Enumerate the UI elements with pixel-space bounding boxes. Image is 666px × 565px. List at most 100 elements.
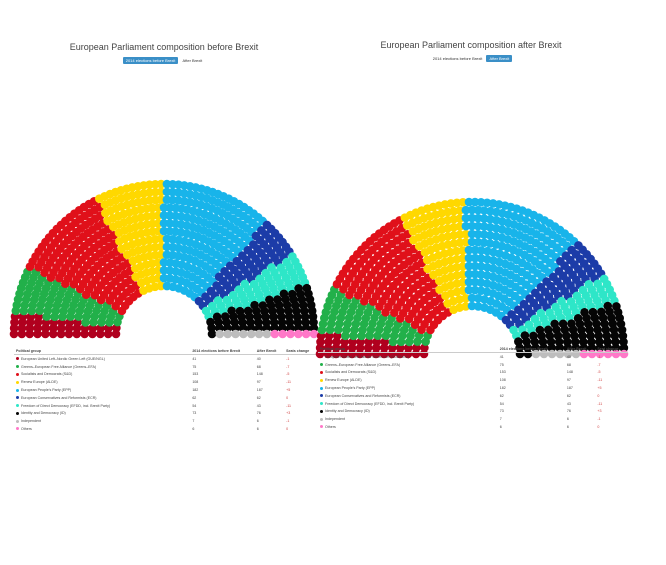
group-cell: European Conservatives and Reformists (E… [14, 394, 190, 402]
group-cell: Greens–European Free Alliance (Greens–EF… [318, 361, 498, 369]
after-value: 76 [566, 409, 571, 414]
after-value: 76 [256, 411, 261, 416]
group-cell: European United Left–Nordic Green Left (… [14, 355, 190, 363]
seat-dot [223, 329, 232, 339]
before-value: 73 [499, 409, 504, 414]
table-row: Independent 7 6 -1 [14, 417, 318, 425]
after-value: 187 [566, 386, 573, 391]
seat-dot [464, 285, 474, 295]
seat-dot [458, 246, 468, 255]
before-value: 6 [192, 426, 195, 431]
seat-dot [470, 197, 480, 207]
col-political-group: Political group [14, 348, 191, 355]
table-row: European United Left–Nordic Green Left (… [14, 355, 318, 363]
after-value: 40 [566, 354, 571, 359]
seat-dot [461, 302, 471, 311]
seat-dot [458, 262, 468, 271]
after-value: 187 [256, 388, 263, 393]
seat-dot [467, 301, 477, 311]
toggle-before-brexit[interactable]: 2014 elections before Brexit [432, 56, 483, 61]
chart-after-brexit: European Parliament composition after Br… [312, 34, 630, 464]
legend-swatch [16, 380, 19, 384]
group-cell: European Conservatives and Reformists (E… [318, 392, 498, 400]
group-cell: European People's Party (EPP) [318, 384, 498, 392]
group-cell: European United Left–Nordic Green Left (… [318, 353, 498, 361]
seat-dot [470, 269, 480, 279]
after-value: 43 [566, 401, 571, 406]
col-change: Seats change [284, 348, 318, 355]
seat-dot [156, 281, 166, 291]
legend-swatch [320, 409, 323, 413]
change-value: 0 [597, 424, 600, 429]
group-name: Identity and Democracy (ID) [21, 411, 66, 416]
table-row: European People's Party (EPP) 182 187 +5 [14, 386, 318, 394]
group-name: European Conservatives and Reformists (E… [21, 395, 97, 400]
seat-dot [464, 197, 474, 207]
change-value: -5 [286, 372, 290, 377]
group-name: Greens–European Free Alliance (Greens–EF… [325, 362, 401, 367]
hemicycle [315, 197, 629, 359]
after-value: 40 [256, 356, 261, 361]
legend-swatch [320, 371, 323, 374]
chart-title: European Parliament composition before B… [69, 42, 259, 52]
seat-dot [470, 253, 480, 263]
change-value: -1 [597, 354, 601, 359]
seat-dot [231, 329, 240, 339]
hemicycle [9, 179, 319, 339]
group-cell: Identity and Democracy (ID) [14, 409, 190, 417]
after-value: 43 [256, 403, 261, 408]
seat-dot [301, 329, 311, 339]
after-value: 148 [566, 370, 573, 375]
seat-dot [467, 205, 477, 215]
seat-dot [611, 337, 620, 347]
change-value: 0 [286, 426, 289, 431]
seat-dot [286, 329, 295, 339]
after-value: 62 [256, 395, 261, 400]
change-value: -1 [597, 417, 601, 422]
before-value: 41 [499, 354, 504, 359]
seat-dot [461, 229, 471, 239]
col-before: 2014 elections before Brexit [190, 348, 255, 355]
after-value: 6 [566, 417, 569, 422]
col-after: After Brexit [254, 348, 285, 355]
legend-swatch [16, 404, 19, 408]
group-name: European United Left–Nordic Green Left (… [21, 356, 105, 361]
table-row: Freedom of Direct Democracy (EFDD, incl.… [318, 400, 628, 408]
group-cell: European People's Party (EPP) [14, 386, 190, 394]
before-value: 73 [192, 411, 197, 416]
col-after: After Brexit [564, 346, 596, 353]
table-row: European Conservatives and Reformists (E… [318, 392, 628, 400]
table-row: Socialists and Democrats (S&D) 153 148 -5 [14, 371, 318, 379]
before-value: 108 [499, 378, 506, 383]
before-value: 182 [192, 388, 199, 393]
toggle-before-brexit[interactable]: 2014 elections before Brexit [122, 57, 179, 64]
toggle-after-brexit[interactable]: After Brexit [182, 58, 203, 63]
seat-dot [603, 337, 612, 347]
table-row: Others 6 6 0 [14, 425, 318, 433]
before-value: 7 [499, 417, 502, 422]
table-row: Greens–European Free Alliance (Greens–EF… [14, 363, 318, 371]
group-cell: Freedom of Direct Democracy (EFDD, incl.… [318, 400, 498, 408]
group-name: Independent [21, 419, 41, 424]
group-cell: Socialists and Democrats (S&D) [318, 369, 498, 377]
legend-swatch [16, 373, 19, 376]
after-value: 148 [256, 372, 263, 377]
table-row: Identity and Democracy (ID) 73 76 +3 [318, 407, 628, 415]
seat-dot [278, 329, 287, 339]
before-value: 153 [192, 372, 199, 377]
group-name: European United Left–Nordic Green Left (… [325, 354, 409, 359]
before-value: 41 [192, 356, 197, 361]
col-change: Seat change [595, 346, 628, 353]
change-value: -7 [286, 364, 290, 369]
legend-swatch [16, 357, 19, 361]
seat-dot [464, 269, 474, 279]
table-row: Freedom of Direct Democracy (EFDD, incl.… [14, 402, 318, 410]
group-name: Others [21, 426, 32, 431]
legend-swatch [16, 419, 19, 423]
change-value: +3 [286, 411, 291, 416]
seat-dot [467, 221, 477, 231]
before-value: 182 [499, 386, 506, 391]
seat-dot [239, 329, 248, 339]
after-value: 62 [566, 393, 571, 398]
toggle-after-brexit[interactable]: After Brexit [486, 55, 513, 62]
